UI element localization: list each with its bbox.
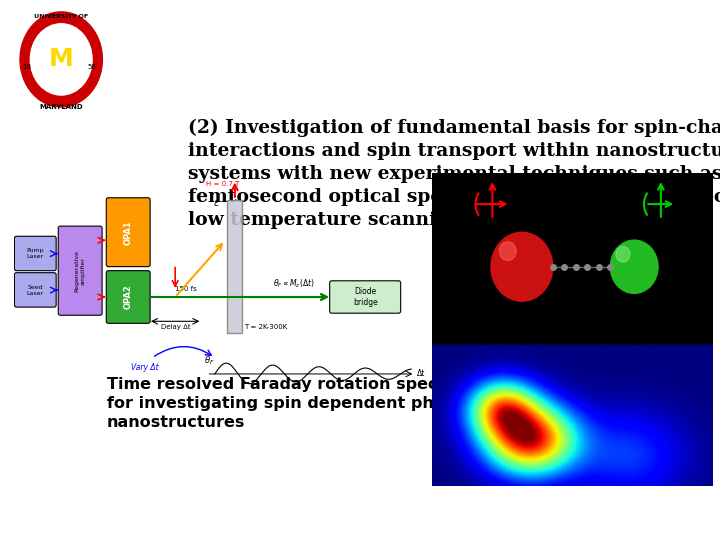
Text: Science 301, 580 (2003): Science 301, 580 (2003)	[456, 448, 644, 462]
FancyBboxPatch shape	[107, 198, 150, 267]
Text: UNIVERSITY OF: UNIVERSITY OF	[34, 14, 89, 19]
Text: $\theta_F \propto M_z(\Delta t)$: $\theta_F \propto M_z(\Delta t)$	[274, 278, 315, 291]
Circle shape	[20, 12, 102, 107]
Text: MARYLAND: MARYLAND	[40, 104, 83, 110]
FancyBboxPatch shape	[14, 273, 56, 307]
Text: Regenerative
amplifier: Regenerative amplifier	[75, 249, 86, 292]
Text: OPA2: OPA2	[124, 285, 132, 309]
Text: Time resolved Faraday rotation spectroscopy
for investigating spin dependent phy: Time resolved Faraday rotation spectrosc…	[107, 377, 516, 430]
FancyBboxPatch shape	[107, 271, 150, 323]
Text: Seed
Laser: Seed Laser	[27, 285, 44, 295]
Text: H = 0.7 T: H = 0.7 T	[207, 180, 240, 187]
Text: M: M	[49, 48, 73, 71]
Polygon shape	[228, 200, 242, 333]
Text: (2) Investigation of fundamental basis for spin-charge
interactions and spin tra: (2) Investigation of fundamental basis f…	[188, 119, 720, 229]
Text: Pump
Laser: Pump Laser	[27, 248, 44, 259]
Circle shape	[491, 232, 553, 301]
Text: Diode
bridge: Diode bridge	[353, 287, 377, 307]
Circle shape	[500, 242, 516, 260]
Text: 56: 56	[88, 64, 96, 70]
Circle shape	[30, 24, 92, 95]
Text: $\theta_F$: $\theta_F$	[204, 355, 215, 367]
Text: Vary Δt: Vary Δt	[131, 363, 159, 372]
Bar	[432, 448, 713, 486]
Text: 150 fs: 150 fs	[175, 286, 197, 292]
Text: OPA1: OPA1	[124, 220, 132, 245]
Text: $\varepsilon$: $\varepsilon$	[213, 198, 220, 208]
Circle shape	[611, 240, 658, 293]
FancyBboxPatch shape	[14, 237, 56, 271]
Circle shape	[616, 246, 630, 262]
FancyBboxPatch shape	[58, 226, 102, 315]
Text: T = 2K-300K: T = 2K-300K	[244, 325, 287, 330]
Text: Δt: Δt	[418, 369, 426, 378]
Text: 18: 18	[22, 64, 31, 70]
FancyBboxPatch shape	[330, 281, 400, 313]
Text: Delay Δt: Delay Δt	[161, 325, 190, 330]
